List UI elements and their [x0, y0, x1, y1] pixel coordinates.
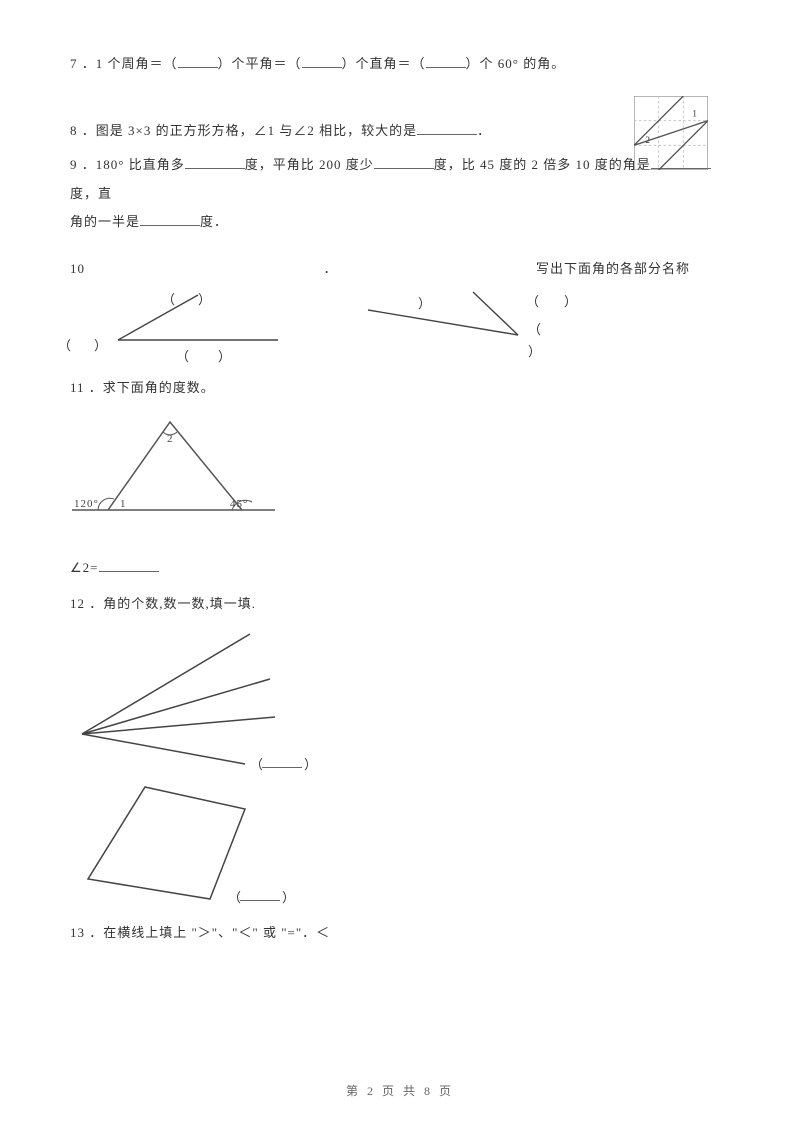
- q10-figures-row: （ ） （ ） （ ） （ ） （ ） ）: [70, 290, 730, 360]
- q7-text-d: ）个 60° 的角。: [466, 56, 566, 71]
- paren: （: [526, 288, 540, 317]
- paren: ）: [218, 343, 232, 372]
- q11-num: 11: [70, 380, 85, 395]
- q11-answer: ∠2=: [70, 554, 730, 583]
- q8-blank: [417, 121, 477, 135]
- question-12: 12 ．角的个数,数一数,填一填.: [70, 590, 730, 619]
- q8-num: 8: [70, 123, 78, 138]
- footer-text: 第 2 页 共 8 页: [346, 1084, 454, 1098]
- grid-label-1: 1: [692, 109, 697, 119]
- paren: （: [162, 286, 176, 315]
- paren: ）: [528, 338, 542, 367]
- paren: ）: [282, 884, 296, 913]
- q7-num: 7: [70, 56, 78, 71]
- page-footer: 第 2 页 共 8 页: [0, 1078, 800, 1104]
- q12-rays-figure: （）: [70, 629, 310, 769]
- q8-text-b: ．: [477, 123, 491, 138]
- q12-rays-svg: [70, 629, 310, 769]
- q10-right-figure: （ ） （ ） ）: [358, 290, 618, 360]
- question-10: 10 ． 写出下面角的各部分名称: [70, 255, 690, 284]
- question-13: 13 ．在横线上填上 "＞"、"＜" 或 "="．＜: [70, 919, 730, 948]
- paren: ）: [94, 332, 108, 361]
- q12-quad-figure: （）: [70, 779, 310, 909]
- q11-triangle-svg: 120° 1 2 45°: [70, 410, 280, 525]
- svg-text:1: 1: [120, 498, 127, 510]
- q8-text-a: ．图是 3×3 的正方形方格，∠1 与∠2 相比，较大的是: [82, 123, 417, 138]
- q7-blank-3: [426, 54, 466, 68]
- q12-num: 12: [70, 596, 85, 611]
- paren: ）: [304, 751, 318, 780]
- q9-text-b: 度，平角比 200 度少: [245, 157, 374, 172]
- q13-text-a: ．在横线上填上 "＞"、"＜" 或 "="．＜: [89, 925, 330, 940]
- svg-text:45°: 45°: [230, 498, 248, 510]
- question-7: 7 ．1 个周角＝（ ）个平角＝（ ）个直角＝（ ）个 60° 的角。: [70, 50, 730, 79]
- q10-right-svg: [358, 290, 618, 360]
- q11-answer-label: ∠2=: [70, 560, 99, 575]
- paren: （: [176, 343, 190, 372]
- q9-text-e: 角的一半是: [70, 214, 140, 229]
- question-11: 11 ．求下面角的度数。: [70, 374, 730, 403]
- q7-text-a: ．1 个周角＝（: [82, 56, 178, 71]
- q10-num: 10: [70, 261, 85, 276]
- q9-blank-1: [185, 155, 245, 169]
- question-9: 9 ．180° 比直角多 度，平角比 200 度少 度，比 45 度的 2 倍多 1…: [70, 151, 730, 237]
- q11-blank: [99, 558, 159, 572]
- svg-text:120°: 120°: [74, 498, 99, 510]
- q12-text-a: ．角的个数,数一数,填一填.: [89, 596, 256, 611]
- q7-blank-1: [178, 54, 218, 68]
- svg-text:2: 2: [167, 433, 174, 445]
- grid-label-2: 2: [646, 135, 651, 145]
- grid-svg: 1 2: [634, 96, 708, 170]
- q13-num: 13: [70, 925, 85, 940]
- q9-num: 9: [70, 157, 78, 172]
- paren: ）: [198, 286, 212, 315]
- q9-text-d: 度，直: [70, 186, 112, 201]
- q11-triangle-figure: 120° 1 2 45°: [70, 410, 730, 536]
- q12-blank-2: [240, 887, 280, 901]
- paren: ）: [564, 288, 578, 317]
- q9-text-f: 度．: [200, 214, 228, 229]
- q7-blank-2: [302, 54, 342, 68]
- paren: ）: [418, 290, 432, 319]
- q8-grid-figure: 1 2: [634, 96, 708, 170]
- q9-text-c: 度，比 45 度的 2 倍多 10 度的角是: [434, 157, 651, 172]
- q7-text-b: ）个平角＝（: [218, 56, 302, 71]
- q10-text-b: 写出下面角的各部分名称: [536, 255, 690, 284]
- paren: （: [58, 332, 72, 361]
- q11-text-a: ．求下面角的度数。: [89, 380, 215, 395]
- q9-blank-4: [140, 212, 200, 226]
- q10-left-figure: （ ） （ ） （ ）: [58, 290, 318, 360]
- q10-text-a: ．: [324, 261, 338, 276]
- q12-blank-1: [262, 754, 302, 768]
- q9-blank-2: [374, 155, 434, 169]
- question-8: 8 ．图是 3×3 的正方形方格，∠1 与∠2 相比，较大的是 ．: [70, 117, 730, 146]
- q9-text-a: ．180° 比直角多: [82, 157, 185, 172]
- q7-text-c: ）个直角＝（: [342, 56, 426, 71]
